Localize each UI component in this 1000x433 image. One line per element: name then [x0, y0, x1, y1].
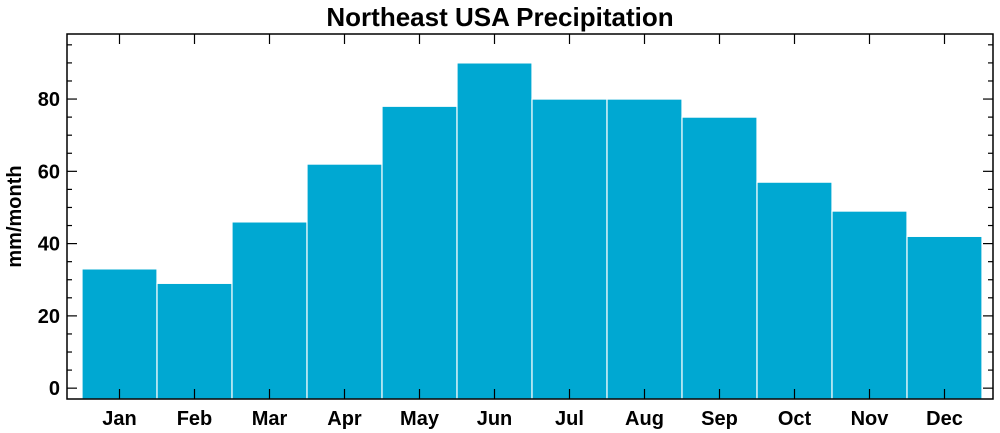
bar-oct [756, 181, 833, 400]
y-tick-label: 0 [49, 378, 60, 400]
chart-title: Northeast USA Precipitation [326, 2, 674, 32]
x-tick-label-sep: Sep [701, 408, 738, 430]
y-tick-label: 20 [38, 306, 60, 328]
x-tick-label-nov: Nov [851, 408, 890, 430]
bar-sep [681, 116, 758, 400]
labels-group: 0 20 40 60 80 Jan Feb Mar Apr May Jun Jul Aug Sep Oct N… [38, 89, 963, 430]
x-tick-label-may: May [400, 408, 440, 430]
x-tick-label-jun: Jun [477, 408, 513, 430]
x-tick-label-feb: Feb [177, 408, 213, 430]
x-tick-label-dec: Dec [926, 408, 963, 430]
x-tick-label-apr: Apr [327, 408, 362, 430]
bar-nov [831, 210, 908, 400]
x-tick-label-oct: Oct [778, 408, 812, 430]
bar-jun [456, 62, 533, 400]
bar-jan [81, 268, 158, 400]
x-tick-label-jul: Jul [555, 408, 584, 430]
bar-jul [531, 98, 608, 400]
bar-feb [156, 282, 233, 400]
y-tick-label: 60 [38, 161, 60, 183]
bars-group [81, 62, 983, 400]
x-tick-label-aug: Aug [625, 408, 664, 430]
x-tick-label-mar: Mar [252, 408, 288, 430]
bar-aug [606, 98, 683, 400]
bar-apr [306, 163, 383, 400]
ticks-group [67, 34, 993, 399]
bar-dec [906, 235, 983, 400]
plot-frame [66, 33, 994, 400]
y-axis-label: mm/month [4, 165, 26, 267]
bar-mar [231, 221, 308, 400]
y-tick-label: 40 [38, 234, 60, 256]
y-tick-label: 80 [38, 89, 60, 111]
x-tick-label-jan: Jan [102, 408, 136, 430]
bar-may [381, 105, 458, 400]
